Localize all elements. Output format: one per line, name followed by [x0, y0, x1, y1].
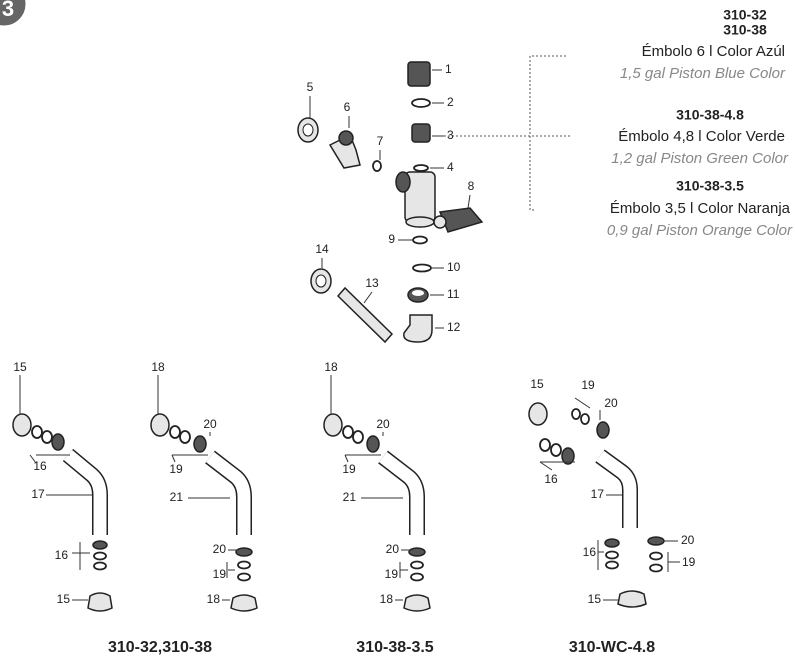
code: 310-38-4.8: [676, 107, 744, 123]
part-label: 3: [447, 128, 454, 142]
part-label: 20: [203, 417, 217, 431]
spanish-text: Émbolo 4,8 l Color Verde: [618, 128, 785, 145]
part-label: 16: [55, 548, 69, 562]
part-label: 13: [365, 276, 379, 290]
part-label: 20: [386, 542, 400, 556]
part-label: 1: [445, 62, 452, 76]
badge-number: 3: [2, 0, 14, 21]
part-label: 18: [151, 360, 165, 374]
part-label: 20: [376, 417, 390, 431]
part-label: 8: [468, 179, 475, 193]
part-label: 19: [385, 567, 399, 581]
leader-lines: [310, 70, 470, 328]
english-text: 0,9 gal Piston Orange Color: [607, 222, 793, 239]
part-label: 15: [57, 592, 71, 606]
part-label: 19: [213, 567, 227, 581]
diagram: 3 310-32 310-38 Émbolo 6 l Color Azúl 1,…: [0, 0, 795, 660]
part-label: 20: [681, 533, 695, 547]
part-label: 18: [324, 360, 338, 374]
spanish-text: Émbolo 3,5 l Color Naranja: [610, 200, 791, 217]
part-label: 21: [343, 490, 357, 504]
kit-drawings: [13, 403, 664, 611]
part-label: 21: [170, 490, 184, 504]
part-label: 14: [315, 242, 329, 256]
leader-lines: [20, 375, 680, 600]
part-label: 20: [604, 396, 618, 410]
part-label: 19: [169, 462, 183, 476]
code: 310-38-3.5: [676, 178, 744, 194]
part-label: 12: [447, 320, 461, 334]
spanish-text: Émbolo 6 l Color Azúl: [642, 43, 785, 60]
part-label: 4: [447, 160, 454, 174]
part-label: 19: [581, 378, 595, 392]
part-label: 6: [344, 100, 351, 114]
part-label: 5: [307, 80, 314, 94]
english-text: 1,2 gal Piston Green Color: [611, 150, 789, 167]
caption: 310-WC-4.8: [569, 639, 655, 656]
callout-leader: [436, 56, 572, 210]
part-label: 18: [207, 592, 221, 606]
part-label: 9: [388, 232, 395, 246]
part-label: 15: [530, 377, 544, 391]
part-label: 19: [342, 462, 356, 476]
part-label: 17: [31, 487, 45, 501]
part-label: 11: [447, 287, 460, 301]
part-label: 19: [682, 555, 696, 569]
part-label: 16: [544, 472, 558, 486]
caption: 310-32,310-38: [108, 639, 212, 656]
caption: 310-38-3.5: [356, 639, 433, 656]
part-label: 10: [447, 260, 461, 274]
part-label: 16: [583, 545, 597, 559]
english-text: 1,5 gal Piston Blue Color: [620, 65, 786, 82]
part-label: 7: [377, 134, 384, 148]
part-label: 2: [447, 95, 454, 109]
part-label: 17: [591, 487, 605, 501]
part-label: 16: [33, 459, 47, 473]
code: 310-32: [723, 7, 767, 23]
code: 310-38: [723, 22, 767, 38]
part-label: 20: [213, 542, 227, 556]
part-label: 15: [588, 592, 602, 606]
part-label: 15: [13, 360, 27, 374]
part-label: 18: [380, 592, 394, 606]
